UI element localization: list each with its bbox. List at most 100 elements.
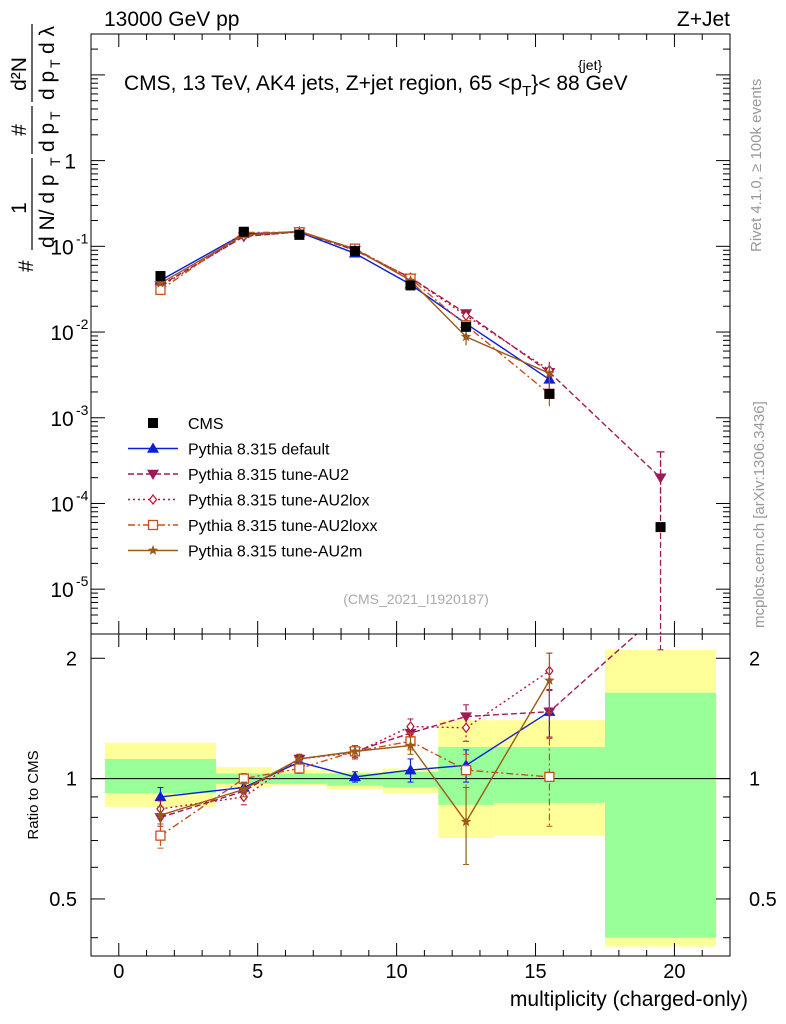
legend-label: Pythia 8.315 tune-AU2lox xyxy=(188,493,369,510)
main-y-tick-label-exp: -5 xyxy=(76,573,89,589)
mcplots-label: mcplots.cern.ch [arXiv:1306.3436] xyxy=(751,401,768,628)
ylabel-left-num: 1 xyxy=(8,202,31,214)
ylabel-hash-1: # xyxy=(15,260,38,272)
ratio-y-tick-labels: 0.5 0.5 1 1 2 2 xyxy=(49,648,777,911)
legend-marker xyxy=(147,545,159,555)
ratio-y-tick-label-right: 0.5 xyxy=(749,889,777,911)
legend-marker xyxy=(148,494,158,505)
legend-label: Pythia 8.315 tune-AU2m xyxy=(188,544,362,561)
main-y-tick-label-exp: -3 xyxy=(76,402,89,418)
main-y-tick-label: 10 xyxy=(50,408,73,431)
chart-title-sub: T xyxy=(522,83,531,100)
legend-label: Pythia 8.315 default xyxy=(188,442,330,459)
ratio-point-0 xyxy=(348,770,361,782)
ylabel-sub-t-1: T xyxy=(47,157,63,166)
chart-title-end: }< 88 GeV xyxy=(531,72,627,95)
data-point xyxy=(544,388,555,399)
ratio-point-0 xyxy=(154,790,167,802)
main-y-tick-labels: 10 -510 -410 -310 -210 -11 xyxy=(50,151,88,603)
main-y-tick-label: 10 xyxy=(50,322,73,345)
ratio-y-tick-label: 2 xyxy=(66,648,77,670)
series-point-4 xyxy=(460,331,472,342)
main-y-tick-label-exp: -2 xyxy=(76,316,89,332)
series-point-4 xyxy=(544,367,555,378)
series-point-4 xyxy=(155,277,166,288)
ratio-band-inner xyxy=(604,692,717,938)
ratio-point-4 xyxy=(238,783,249,794)
data-point xyxy=(238,226,249,237)
main-plot-area xyxy=(154,225,667,634)
legend-label: CMS xyxy=(188,416,224,433)
main-y-tick-label: 10 xyxy=(50,236,73,259)
data-point xyxy=(655,522,666,533)
series-point-4 xyxy=(405,274,416,285)
ratio-panel: 0.5 0.5 1 1 2 2 Ratio to CMS xyxy=(25,633,777,957)
legend-marker xyxy=(147,469,159,480)
ratio-point-4 xyxy=(155,809,166,820)
main-y-tick-label: 10 xyxy=(50,493,73,516)
ratio-plot-area xyxy=(154,634,664,865)
x-tick-label: 20 xyxy=(663,961,685,983)
rivet-label: Rivet 4.1.0, ≥ 100k events xyxy=(748,79,765,252)
series-point-3 xyxy=(155,284,166,296)
ratio-point-3 xyxy=(294,763,305,774)
x-axis-label: multiplicity (charged-only) xyxy=(510,988,748,1011)
ratio-point-3 xyxy=(155,830,166,841)
data-point xyxy=(405,280,416,291)
ratio-series-group xyxy=(154,634,664,865)
ratio-point-3 xyxy=(460,764,472,776)
chart-title-main: CMS, 13 TeV, AK4 jets, Z+jet region, 65 … xyxy=(124,72,522,95)
ylabel-tail: d λ xyxy=(36,25,59,54)
ratio-point-2 xyxy=(461,722,471,734)
ratio-point-4 xyxy=(405,740,416,750)
main-y-tick-label: 10 xyxy=(50,579,73,602)
x-tick-label: 10 xyxy=(385,961,407,983)
main-panel: 10 -510 -410 -310 -210 -11 CMS, 13 TeV, AK4 j… xyxy=(50,33,731,635)
ratio-y-axis-label: Ratio to CMS xyxy=(25,750,42,839)
chart-title-sup: {jet} xyxy=(578,57,602,73)
ylabel-right-den: d p xyxy=(36,71,59,100)
series-point-1 xyxy=(654,473,667,484)
ratio-point-4 xyxy=(544,675,555,685)
ylabel-right-num: d²N xyxy=(8,57,31,91)
legend-marker xyxy=(147,519,159,531)
ylabel-mid-num: # xyxy=(8,124,31,136)
main-y-tick-label-exp: -4 xyxy=(76,487,89,503)
data-point xyxy=(294,229,305,240)
ratio-point-0 xyxy=(404,764,417,775)
ratio-point-4 xyxy=(349,745,361,756)
ratio-y-tick-label-right: 2 xyxy=(749,648,760,670)
main-axis-ticks xyxy=(90,33,731,635)
series-line-1 xyxy=(160,230,661,479)
data-point xyxy=(349,246,360,257)
ratio-point-2 xyxy=(406,721,415,732)
ratio-point-4 xyxy=(460,816,472,827)
ylabel-sub-t-2: T xyxy=(47,111,63,120)
ylabel-mid-den: d p xyxy=(36,123,59,152)
ratio-y-tick-label: 0.5 xyxy=(49,889,77,911)
legend-label: Pythia 8.315 tune-AU2loxx xyxy=(188,518,377,535)
chart-title: CMS, 13 TeV, AK4 jets, Z+jet region, 65 … xyxy=(124,72,628,100)
ylabel-left-den: d N/ d p xyxy=(36,174,59,248)
ratio-series-line-1 xyxy=(160,634,638,819)
ratio-y-tick-label-right: 1 xyxy=(749,769,760,791)
x-tick-labels: 0 5 10 15 20 xyxy=(113,961,685,983)
main-y-tick-label: 1 xyxy=(64,151,76,174)
main-y-tick-label-exp: -1 xyxy=(76,230,89,246)
legend: CMS Pythia 8.315 default Pythia 8.315 tune… xyxy=(128,416,377,561)
x-tick-label: 5 xyxy=(252,961,263,983)
analysis-id: (CMS_2021_I1920187) xyxy=(343,591,489,607)
ratio-bands xyxy=(104,649,717,947)
main-frame xyxy=(90,33,731,635)
header-right: Z+Jet xyxy=(677,8,730,31)
header-left: 13000 GeV pp xyxy=(104,8,239,31)
main-y-axis-label: # 1 d N/ d p T # d p T d²N d p T d λ xyxy=(8,24,63,272)
data-point xyxy=(155,271,166,282)
x-tick-label: 15 xyxy=(524,961,546,983)
ratio-point-3 xyxy=(544,771,555,783)
legend-marker xyxy=(147,442,159,453)
ratio-y-tick-label: 1 xyxy=(66,769,77,791)
legend-label: Pythia 8.315 tune-AU2 xyxy=(188,467,349,484)
legend-marker xyxy=(148,418,158,428)
